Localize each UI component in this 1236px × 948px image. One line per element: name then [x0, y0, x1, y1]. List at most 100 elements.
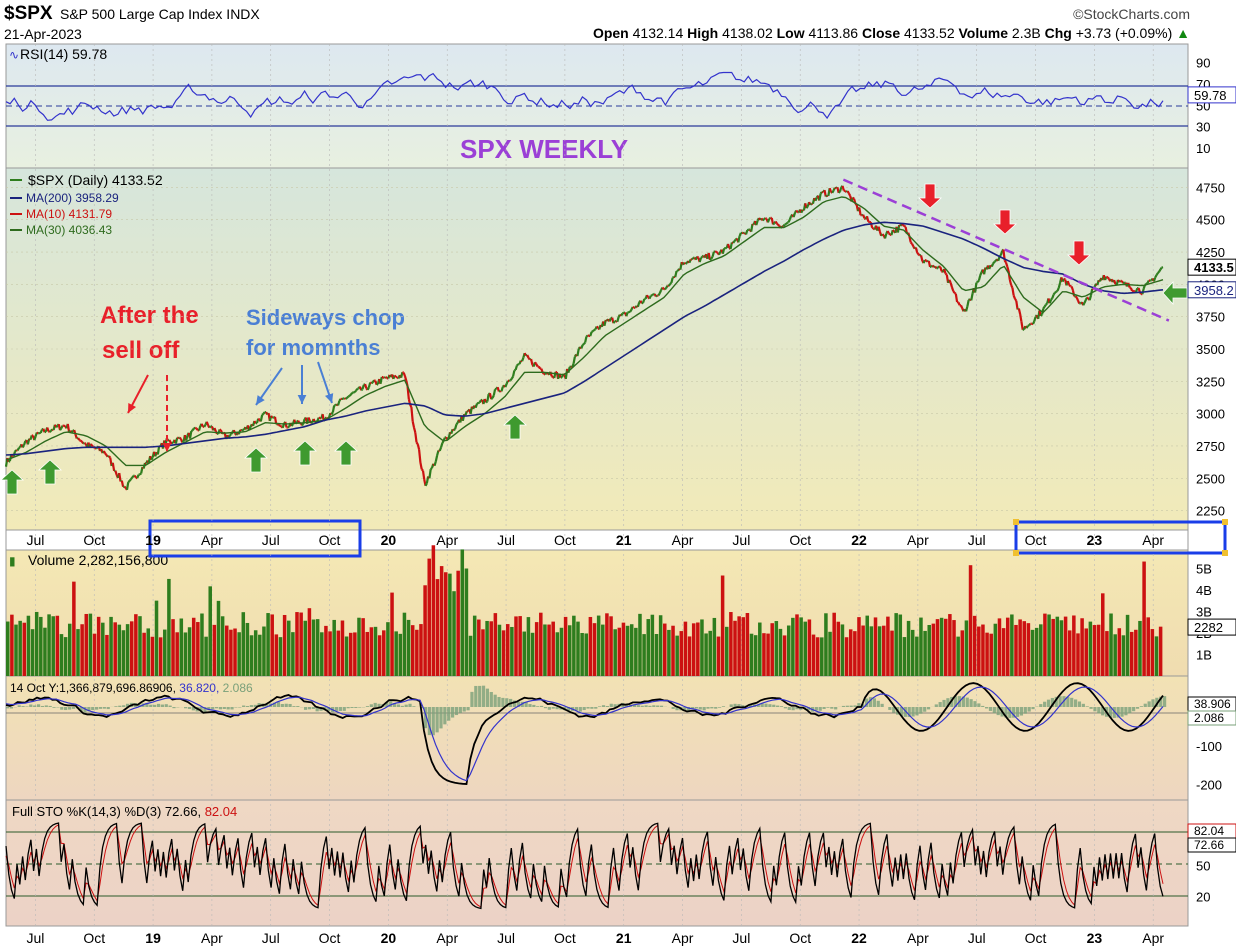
volume-bar — [1096, 624, 1101, 676]
volume-bar — [890, 630, 894, 676]
volume-bar — [485, 620, 489, 676]
volume-bar — [253, 630, 258, 676]
volume-bar — [915, 636, 919, 676]
price-segment — [33, 435, 37, 441]
price-segment — [880, 233, 884, 237]
macd-histogram-bar — [737, 704, 741, 707]
macd-histogram-bar — [71, 707, 75, 709]
date-tick-label-bottom: 22 — [851, 930, 867, 946]
ohlc-bar: Open 4132.14 High 4138.02 Low 4113.86 Cl… — [593, 25, 1190, 41]
price-segment — [974, 282, 978, 293]
volume-bar — [807, 619, 812, 676]
volume-bar — [712, 617, 717, 676]
price-segment — [382, 376, 385, 379]
price-segment — [257, 417, 261, 421]
volume-bar — [348, 632, 353, 676]
macd-histogram-bar — [876, 700, 880, 707]
volume-bar — [650, 614, 655, 676]
macd-legend-c: 36.820, — [179, 681, 219, 695]
price-segment — [331, 405, 336, 413]
price-segment — [373, 379, 376, 382]
price-segment — [1032, 320, 1036, 325]
price-segment — [1028, 322, 1032, 327]
price-segment — [200, 423, 204, 428]
macd-histogram-bar — [292, 706, 296, 707]
price-segment — [858, 207, 862, 216]
macd-histogram-bar — [1116, 707, 1120, 718]
price-segment — [1019, 313, 1023, 322]
price-segment — [671, 275, 675, 279]
macd-tick-label: -100 — [1196, 739, 1222, 754]
sto-k-last-box — [1187, 837, 1236, 853]
macd-last-label: 38.906 — [1194, 697, 1231, 711]
volume-bar — [539, 612, 543, 676]
green-up-arrow-icon — [243, 447, 269, 473]
price-tick-label: 3500 — [1196, 342, 1225, 357]
price-segment — [345, 397, 348, 400]
price-segment — [348, 393, 352, 397]
sto-tick-label: 20 — [1196, 890, 1210, 905]
price-segment — [605, 319, 608, 322]
price-segment — [436, 450, 440, 456]
price-segment — [527, 357, 531, 361]
macd-histogram-bar — [652, 705, 656, 707]
price-segment — [970, 293, 974, 301]
price-segment — [1057, 282, 1062, 289]
date-tick-label: Apr — [1142, 532, 1164, 548]
price-segment — [107, 455, 110, 458]
macd-histogram-bar — [706, 707, 710, 709]
macd-tick-label: -200 — [1196, 778, 1222, 793]
volume-bar — [154, 600, 159, 676]
macd-histogram-bar — [899, 707, 904, 717]
price-segment — [819, 191, 823, 195]
open-label: Open — [592, 25, 629, 41]
volume-value: 2.3B — [1011, 25, 1041, 41]
macd-histogram-bar — [981, 705, 985, 707]
macd-histogram-bar — [311, 707, 315, 709]
price-segment — [80, 439, 83, 443]
macd-histogram-bar — [764, 703, 768, 707]
macd-legend: 14 Oct Y:1,366,879,696.86906, 36.820, 2.… — [10, 681, 253, 695]
price-segment — [834, 186, 837, 190]
price-segment — [881, 233, 885, 237]
price-segment — [526, 354, 530, 359]
volume-bar — [386, 622, 390, 676]
price-segment — [709, 257, 712, 261]
price-segment — [764, 217, 768, 220]
price-segment — [585, 334, 589, 338]
price-segment — [979, 271, 983, 276]
macd-histogram-bar — [48, 705, 52, 707]
volume-bar — [559, 627, 564, 676]
macd-histogram-bar — [214, 707, 219, 709]
volume-bar — [919, 617, 923, 676]
price-segment — [104, 452, 108, 456]
price-legend-1: MA(200) 3958.29 — [26, 191, 119, 205]
macd-histogram-bar — [1023, 707, 1027, 714]
volume-bar — [1146, 617, 1150, 676]
volume-bar — [877, 626, 882, 676]
volume-bar — [803, 621, 808, 676]
price-segment — [788, 215, 793, 220]
price-segment — [418, 449, 422, 463]
volume-bar — [237, 632, 241, 676]
price-segment — [123, 485, 127, 489]
price-segment — [18, 446, 21, 449]
volume-bar — [733, 620, 737, 676]
macd-histogram-bar — [87, 707, 91, 712]
price-segment — [1113, 279, 1117, 285]
price-segment — [965, 306, 969, 312]
price-segment — [683, 261, 687, 265]
volume-bar — [840, 624, 845, 676]
macd-histogram-bar — [594, 707, 598, 709]
macd-histogram-bar — [648, 705, 652, 707]
macd-histogram-bar — [868, 697, 873, 707]
red-down-arrow-icon — [917, 183, 943, 209]
volume-bar — [646, 619, 650, 676]
price-segment — [474, 403, 479, 409]
volume-bar — [427, 558, 431, 676]
macd-histogram-bar — [396, 704, 401, 707]
volume-bar — [1001, 628, 1006, 676]
volume-bar — [1072, 615, 1076, 676]
price-segment — [977, 275, 982, 281]
price-last-label: 4133.5 — [1194, 260, 1234, 275]
